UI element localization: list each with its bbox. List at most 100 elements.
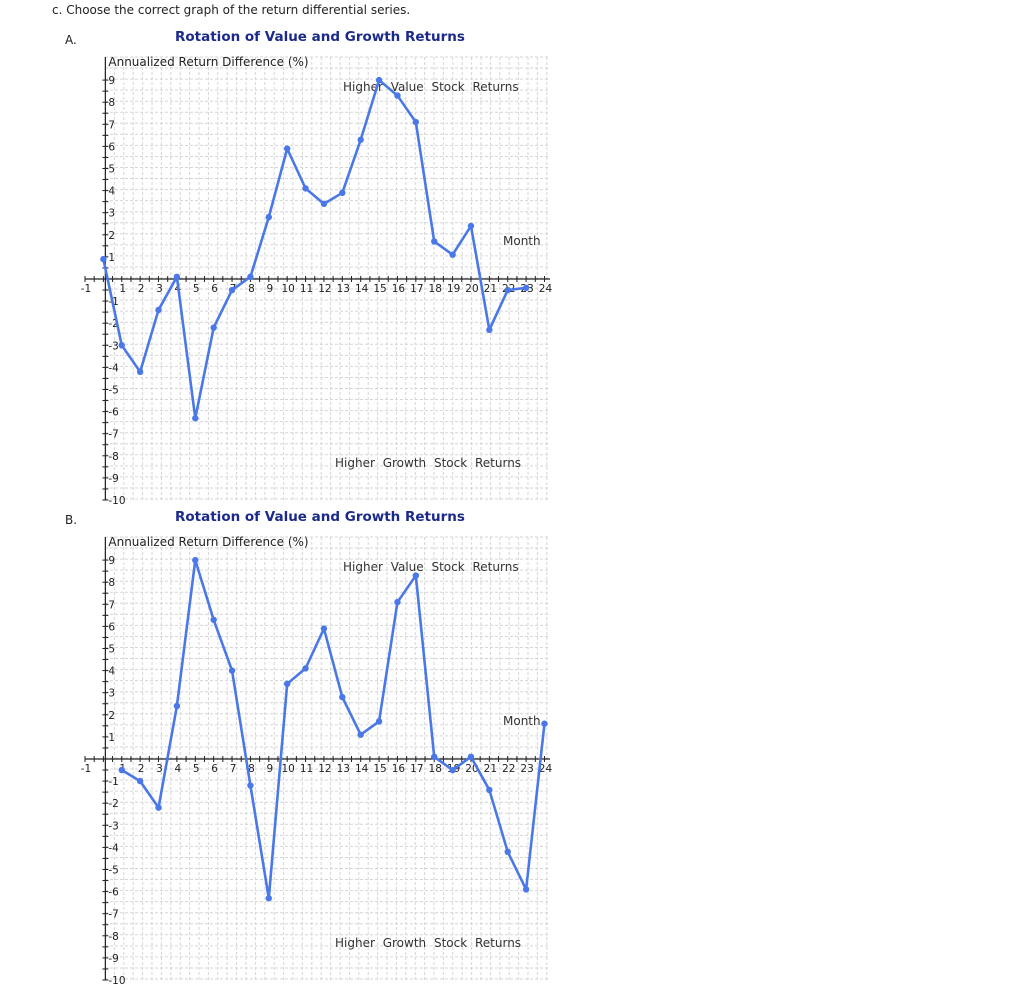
data-point bbox=[449, 766, 456, 774]
x-tick-label: 5 bbox=[193, 283, 200, 295]
data-point bbox=[192, 556, 199, 564]
x-tick-label: 6 bbox=[211, 763, 218, 775]
data-line bbox=[102, 78, 527, 420]
y-tick-label: -8 bbox=[108, 451, 118, 463]
data-point bbox=[228, 667, 236, 674]
data-point bbox=[357, 136, 364, 143]
x-tick-label: 11 bbox=[300, 763, 313, 775]
x-tick-label: 13 bbox=[337, 283, 350, 295]
y-axis-label: Annualized Return Difference (%) bbox=[108, 535, 308, 549]
data-point bbox=[394, 92, 401, 99]
x-tick-label: 24 bbox=[539, 763, 553, 775]
data-point bbox=[504, 848, 511, 856]
x-tick-label: 17 bbox=[410, 283, 423, 295]
option-b-radio[interactable]: B. bbox=[65, 513, 78, 527]
data-point bbox=[210, 616, 217, 623]
y-tick-label: 2 bbox=[108, 230, 115, 242]
x-tick-label: 24 bbox=[539, 283, 553, 295]
x-tick-label: 7 bbox=[230, 763, 237, 775]
data-point bbox=[136, 368, 144, 376]
x-tick-label: 8 bbox=[248, 763, 255, 775]
question-text: c. Choose the correct graph of the retur… bbox=[52, 3, 411, 17]
data-point bbox=[339, 693, 346, 701]
data-point bbox=[100, 255, 107, 263]
x-tick-label: 16 bbox=[392, 763, 406, 775]
y-tick-label: -4 bbox=[108, 842, 119, 854]
data-point bbox=[467, 222, 475, 230]
y-tick-label: -3 bbox=[108, 340, 118, 352]
data-point bbox=[118, 766, 125, 774]
data-point bbox=[375, 718, 383, 725]
option-a-radio[interactable]: A. bbox=[65, 33, 77, 47]
data-point bbox=[210, 324, 217, 331]
x-axis-label: Month bbox=[503, 234, 541, 248]
data-point bbox=[302, 665, 309, 672]
x-tick-label: 10 bbox=[281, 283, 294, 295]
y-tick-label: 7 bbox=[108, 599, 115, 611]
x-tick-label: 9 bbox=[266, 283, 273, 295]
y-tick-label: 4 bbox=[108, 186, 115, 198]
y-tick-label: 1 bbox=[108, 252, 115, 264]
y-tick-label: -9 bbox=[108, 953, 118, 965]
x-tick-label: 13 bbox=[337, 763, 350, 775]
x-tick-label: 23 bbox=[520, 763, 533, 775]
data-point bbox=[283, 680, 291, 688]
x-tick-label: 14 bbox=[355, 283, 369, 295]
y-tick-label: -3 bbox=[108, 820, 118, 832]
x-tick-label: 3 bbox=[156, 763, 163, 775]
annotation-growth: Higher Growth Stock Returns bbox=[335, 456, 521, 470]
x-tick-label: 10 bbox=[281, 763, 294, 775]
y-tick-label: 3 bbox=[108, 208, 115, 220]
data-point bbox=[136, 777, 144, 785]
y-tick-label: -10 bbox=[108, 495, 125, 507]
chart-a: -112345678910111213141516171819202122232… bbox=[81, 55, 553, 507]
data-point bbox=[173, 702, 181, 710]
data-point bbox=[247, 782, 254, 789]
data-point bbox=[155, 804, 162, 811]
chart-a-title: Rotation of Value and Growth Returns bbox=[175, 29, 465, 45]
data-point bbox=[192, 415, 199, 422]
data-point bbox=[541, 720, 548, 727]
y-tick-label: 8 bbox=[108, 97, 115, 109]
x-tick-label: 18 bbox=[429, 283, 442, 295]
x-tick-label: 1 bbox=[119, 283, 126, 295]
y-tick-label: -1 bbox=[108, 776, 118, 788]
data-point bbox=[449, 251, 456, 258]
y-tick-label: -7 bbox=[108, 909, 118, 921]
data-point bbox=[320, 625, 328, 632]
x-tick-label: 15 bbox=[373, 283, 386, 295]
x-tick-label: 11 bbox=[300, 283, 313, 295]
data-point bbox=[320, 200, 328, 208]
data-point bbox=[412, 118, 420, 126]
x-tick-label: 9 bbox=[266, 763, 273, 775]
x-tick-label: 18 bbox=[429, 763, 442, 775]
x-tick-label: 16 bbox=[392, 283, 406, 295]
data-point bbox=[375, 76, 383, 84]
y-tick-label: 6 bbox=[108, 141, 115, 153]
data-point bbox=[283, 145, 291, 152]
y-tick-label: 3 bbox=[108, 688, 115, 700]
data-point bbox=[486, 326, 493, 334]
data-point bbox=[394, 598, 401, 606]
y-tick-label: 5 bbox=[108, 644, 115, 656]
y-tick-label: 9 bbox=[108, 75, 115, 87]
x-tick-label: 12 bbox=[318, 283, 331, 295]
data-point bbox=[302, 185, 309, 192]
x-tick-label: 15 bbox=[373, 763, 386, 775]
y-tick-label: -5 bbox=[108, 865, 118, 877]
y-tick-label: -6 bbox=[108, 887, 119, 899]
chart-b-title: Rotation of Value and Growth Returns bbox=[175, 509, 465, 525]
annotation-value: Higher Value Stock Returns bbox=[343, 80, 519, 94]
y-tick-label: -4 bbox=[108, 362, 119, 374]
y-tick-label: 5 bbox=[108, 164, 115, 176]
data-point bbox=[228, 286, 236, 294]
x-tick-label: 5 bbox=[193, 763, 200, 775]
data-point bbox=[339, 189, 346, 197]
y-tick-label: -10 bbox=[108, 975, 125, 985]
data-point bbox=[431, 238, 438, 245]
y-tick-label: -2 bbox=[108, 318, 118, 330]
y-tick-label: -7 bbox=[108, 429, 118, 441]
x-tick-label: 22 bbox=[502, 763, 515, 775]
x-tick-label: 21 bbox=[484, 763, 497, 775]
x-tick-label: 2 bbox=[138, 283, 145, 295]
